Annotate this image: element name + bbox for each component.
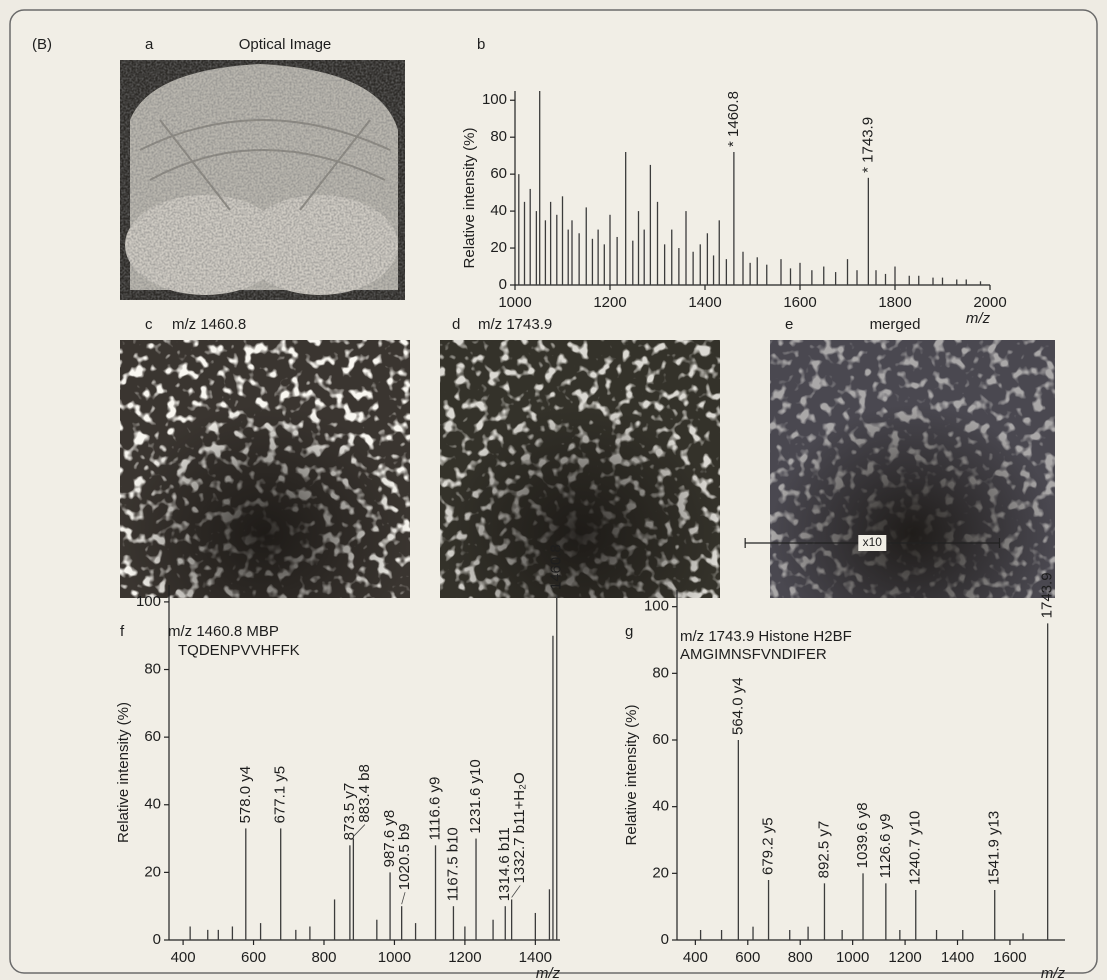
y-tick-label: 40 [652,798,669,815]
peak-label: 679.2 y5 [760,817,777,875]
y-tick-label: 20 [144,863,161,880]
figure-label: (B) [32,36,52,53]
x-tick-label: 1200 [448,949,481,966]
peak-label: 578.0 y4 [237,766,254,824]
x-tick-label: 1000 [378,949,411,966]
peak-label: 873.5 y7 [341,783,358,841]
panel-title: Optical Image [239,36,332,53]
panel-letter: g [625,623,633,640]
y-tick-label: 100 [136,593,161,610]
chart-subtitle: AMGIMNSFVNDIFER [680,646,827,663]
y-tick-label: 80 [490,128,507,145]
panel-title: merged [870,316,921,333]
y-tick-label: 80 [652,664,669,681]
ms-image [440,340,720,598]
y-axis-label: Relative intensity (%) [115,702,132,843]
x-tick-label: 800 [311,949,336,966]
x-tick-label: 1000 [836,949,869,966]
peak-label: 677.1 y5 [272,766,289,824]
ms-image [770,340,1055,598]
peak-label: 1126.6 y9 [877,814,894,879]
x-tick-label: 1000 [498,294,531,311]
panel-letter: d [452,316,460,333]
x-tick-label: 1600 [993,949,1026,966]
y-tick-label: 40 [490,202,507,219]
leader-line [511,885,521,898]
peak-label: * 1743.9 [859,117,876,173]
zoom-label: x10 [863,535,883,549]
panel-title: m/z 1743.9 [478,316,552,333]
peak-label: 1039.6 y8 [854,802,871,868]
peak-label: 1231.6 y10 [467,759,484,833]
x-axis-label: m/z [1041,965,1066,980]
leader-line [401,892,406,905]
y-tick-label: 100 [482,91,507,108]
x-tick-label: 400 [171,949,196,966]
peak-label: 1743.9 [1039,572,1056,618]
panel-letter: c [145,316,153,333]
x-tick-label: 1200 [888,949,921,966]
x-tick-label: 400 [683,949,708,966]
y-tick-label: 0 [661,931,669,948]
y-axis-label: Relative intensity (%) [623,705,640,846]
leader-line [353,824,366,837]
y-axis-label: Relative intensity (%) [461,128,478,269]
peak-label: 1167.5 b10 [444,827,461,901]
panel-title: m/z 1460.8 [172,316,246,333]
peak-label: 1314.6 b11 [496,827,513,901]
x-tick-label: 600 [735,949,760,966]
peak-label: 1240.7 y10 [907,811,924,885]
optical-image [120,60,405,300]
peak-label: 1541.9 y13 [986,811,1003,885]
panel-letter: e [785,316,793,333]
peak-label: 564.0 y4 [729,677,746,735]
zoom-label-bg [858,535,887,551]
chart-subtitle: TQDENPVVHFFK [178,642,300,659]
peak-label: 987.6 y8 [381,810,398,868]
panel-letter: b [477,36,485,53]
y-tick-label: 100 [644,598,669,615]
x-tick-label: 1200 [593,294,626,311]
panel-letter: a [145,36,154,53]
x-tick-label: 1400 [519,949,552,966]
ms-image [120,340,410,598]
y-tick-label: 20 [652,864,669,881]
panel-letter: f [120,623,125,640]
x-tick-label: 2000 [973,294,1006,311]
x-axis-label: m/z [966,310,991,327]
peak-label: * 1460.8 [725,91,742,147]
peak-label: 1332.7 b11+H₂O [511,772,528,883]
chart-title: m/z 1460.8 MBP [168,623,279,640]
peak-label: 1020.5 b9 [396,823,413,890]
y-tick-label: 40 [144,796,161,813]
x-tick-label: 1400 [688,294,721,311]
y-tick-label: 0 [499,276,507,293]
y-tick-label: 20 [490,239,507,256]
y-tick-label: 60 [144,728,161,745]
peak-label: 883.4 b8 [356,764,373,822]
y-tick-label: 60 [490,165,507,182]
peak-label: 1460.8 [548,544,565,590]
peak-label: 1116.6 y9 [426,777,443,841]
x-tick-label: 600 [241,949,266,966]
chart-title: m/z 1743.9 Histone H2BF [680,628,852,645]
x-tick-label: 1800 [878,294,911,311]
y-tick-label: 0 [153,931,161,948]
y-tick-label: 60 [652,731,669,748]
x-tick-label: 1600 [783,294,816,311]
y-tick-label: 80 [144,660,161,677]
peak-label: 892.5 y7 [815,821,832,879]
x-tick-label: 800 [788,949,813,966]
x-tick-label: 1400 [941,949,974,966]
x-axis-label: m/z [536,965,561,980]
